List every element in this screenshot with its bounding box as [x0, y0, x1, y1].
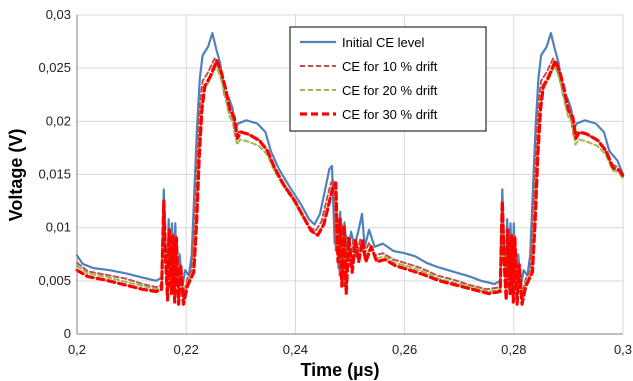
legend-label-2: CE for 10 % drift: [342, 59, 438, 74]
y-tick-label: 0,01: [46, 220, 71, 235]
x-tick-label: 0,24: [283, 342, 308, 357]
y-tick-label: 0,02: [46, 113, 71, 128]
x-tick-label: 0,22: [174, 342, 199, 357]
y-tick-label: 0,015: [38, 167, 71, 182]
legend-label-4: CE for 30 % drift: [342, 107, 438, 122]
tick-labels: 0 0,005 0,01 0,015 0,02 0,025 0,03 0,2 0,22 0,24 0…: [38, 7, 632, 357]
series-line-1: [75, 32, 625, 288]
x-tick-label: 0,28: [501, 342, 526, 357]
x-tick-label: 0,26: [392, 342, 417, 357]
y-tick-label: 0,025: [38, 60, 71, 75]
x-tick-label: 0,2: [68, 342, 86, 357]
legend-label-1: Initial CE level: [342, 35, 424, 50]
series-line-4: [75, 59, 625, 306]
y-tick-label: 0,005: [38, 273, 71, 288]
x-axis-title: Time (µs): [300, 360, 379, 380]
legend-label-3: CE for 20 % drift: [342, 83, 438, 98]
x-tick-label: 0,3: [614, 342, 632, 357]
axes: [76, 15, 623, 335]
legend: Initial CE level CE for 10 % drift CE for …: [289, 26, 487, 132]
y-tick-label: 0: [64, 326, 71, 341]
series-layer: [75, 32, 625, 306]
y-axis-title: Voltage (V): [6, 129, 26, 222]
y-tick-label: 0,03: [46, 7, 71, 22]
